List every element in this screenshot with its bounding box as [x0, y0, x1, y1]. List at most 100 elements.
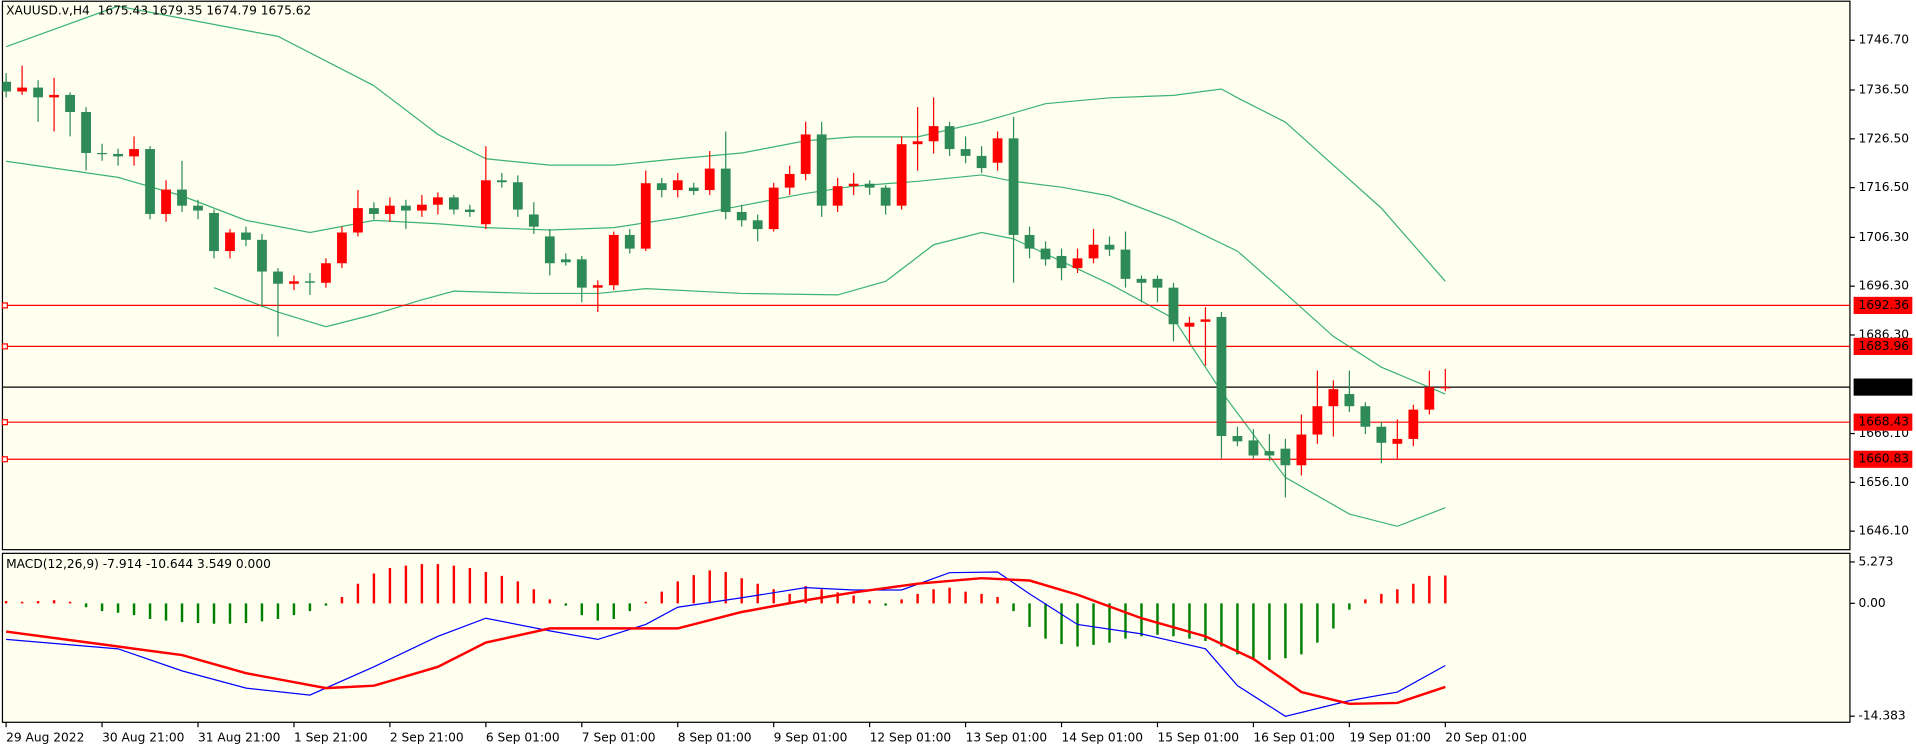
y-tick-label: -14.383 [1858, 709, 1905, 723]
candle-body [65, 94, 75, 112]
level-anchor [1, 456, 8, 463]
candle-body [97, 152, 107, 155]
macd-line [6, 571, 1446, 717]
candle-body [1360, 406, 1371, 427]
candle-body [1168, 287, 1179, 325]
level-anchor [1, 343, 8, 350]
candle-body [305, 281, 315, 283]
candle-body [800, 134, 811, 174]
candle-body [496, 180, 507, 183]
candle-body [1344, 394, 1355, 407]
y-tick-label: 1736.50 [1858, 83, 1909, 97]
macd-title: MACD(12,26,9) -7.914 -10.644 3.549 0.000 [6, 557, 271, 571]
chart-title: XAUUSD.v,H4 1675.43 1679.35 1674.79 1675… [6, 4, 311, 18]
candle-body [1216, 316, 1227, 436]
candle-body [1152, 278, 1163, 288]
candle-body [241, 232, 251, 240]
x-tick-label: 16 Sep 01:00 [1253, 731, 1335, 745]
candle-body [273, 271, 283, 284]
candle-body [816, 134, 827, 206]
y-tick-label: 1646.10 [1858, 524, 1909, 538]
y-tick-label: 1726.50 [1858, 131, 1909, 145]
bollinger-band [6, 160, 1446, 395]
candle-body [1392, 438, 1403, 444]
candle-body [225, 232, 235, 252]
level-anchor [1, 419, 8, 426]
macd-pane [1, 552, 1851, 723]
candle-body [1328, 389, 1339, 407]
x-tick-label: 7 Sep 01:00 [582, 731, 656, 745]
candle-body [1312, 406, 1323, 435]
candle-body [321, 263, 331, 283]
candle-body [576, 259, 587, 288]
level-label-bg [1853, 450, 1913, 468]
candle-body [528, 214, 539, 227]
macd-line [5, 576, 1446, 706]
candle-body [1232, 435, 1243, 442]
y-tick-label: 1656.10 [1858, 475, 1909, 489]
candle-body [448, 197, 459, 210]
y-tick-label: 1706.30 [1858, 230, 1909, 244]
candle-body [385, 205, 395, 214]
x-tick-label: 1 Sep 21:00 [294, 731, 368, 745]
level-label: 1660.83 [1858, 452, 1909, 466]
x-tick-label: 19 Sep 01:00 [1349, 731, 1431, 745]
candle-body [896, 144, 907, 206]
candle-body [736, 212, 747, 221]
x-tick-label: 30 Aug 21:00 [102, 731, 184, 745]
candle-body [672, 180, 683, 191]
y-tick-label: 1696.30 [1858, 279, 1909, 293]
candle-body [832, 186, 843, 206]
candle-body [145, 149, 155, 214]
level-label: 1683.96 [1858, 339, 1909, 353]
candle-body [912, 141, 923, 145]
candle-body [1008, 138, 1019, 235]
candle-body [688, 187, 699, 192]
candle-body [1376, 426, 1387, 443]
y-tick-label: 5.273 [1858, 554, 1893, 568]
x-tick-label: 20 Sep 01:00 [1445, 731, 1527, 745]
candle-body [752, 220, 763, 230]
candle-body [592, 285, 603, 288]
candle-body [1280, 448, 1291, 466]
candle-body [512, 182, 523, 210]
candle-body [1264, 451, 1275, 456]
candle-body [1024, 234, 1035, 249]
candle-body [976, 155, 987, 169]
candle-body [1408, 409, 1419, 439]
candle-body [1296, 434, 1307, 466]
candle-body [177, 189, 187, 206]
candle-body [209, 212, 219, 252]
candle-body [992, 138, 1003, 163]
candle-body [768, 187, 779, 230]
x-tick-label: 14 Sep 01:00 [1062, 731, 1144, 745]
candle-body [960, 149, 971, 156]
level-label-bg [1853, 296, 1913, 314]
y-tick-label: 1716.50 [1858, 180, 1909, 194]
x-tick-label: 29 Aug 2022 [6, 731, 84, 745]
last-price-bg [1853, 378, 1913, 396]
candle-body [480, 180, 491, 225]
x-tick-label: 13 Sep 01:00 [966, 731, 1048, 745]
level-anchor [1, 302, 8, 309]
candle-body [640, 183, 651, 249]
candle-body [401, 205, 411, 211]
last-price-label: 1675.62 [1858, 380, 1909, 394]
candle-body [113, 153, 123, 157]
candle-body [17, 87, 28, 92]
axes: 1746.70 1736.50 1726.50 1716.50 1706.30 1696.… [1, 33, 1913, 745]
level-label-bg [1853, 337, 1913, 355]
candle-body [1120, 249, 1131, 279]
x-tick-label: 15 Sep 01:00 [1157, 731, 1239, 745]
x-tick-label: 12 Sep 01:00 [870, 731, 952, 745]
candle-body [464, 209, 475, 213]
candle-body [353, 208, 363, 233]
candle-body [161, 189, 171, 214]
level-label-bg [1853, 413, 1913, 431]
x-tick-label: 9 Sep 01:00 [774, 731, 848, 745]
y-tick-label: 1746.70 [1858, 33, 1909, 47]
macd-plot [4, 564, 1447, 717]
candle-body [1088, 244, 1099, 259]
candle-body [880, 187, 891, 206]
